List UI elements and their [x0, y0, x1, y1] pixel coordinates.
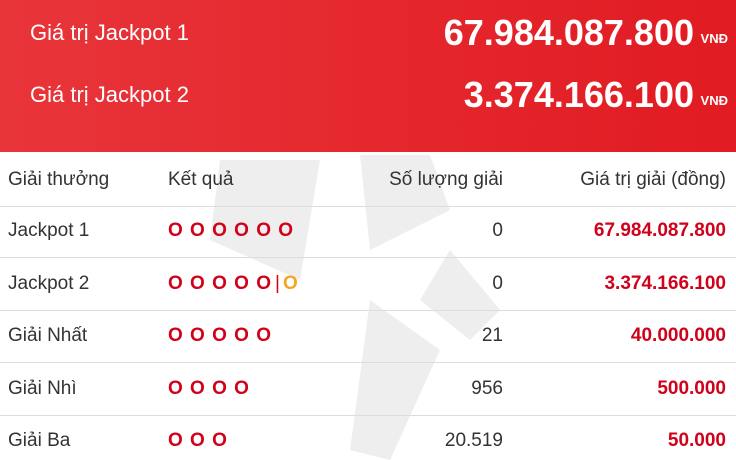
row-divider — [0, 362, 736, 363]
result-balls: O O O O O — [168, 325, 273, 346]
result-balls: O O O O O O — [168, 220, 295, 241]
prize-count: 956 — [471, 377, 503, 399]
prize-count: 0 — [492, 220, 503, 241]
column-header: Giá trị giải (đồng) — [580, 169, 726, 190]
prize-name: Giải Ba — [8, 430, 71, 451]
jackpot-unit: VNĐ — [700, 31, 728, 46]
jackpot-banner — [0, 0, 736, 152]
prize-value: 40.000.000 — [630, 325, 726, 346]
prize-name: Jackpot 2 — [8, 272, 90, 294]
prize-name: Jackpot 1 — [8, 220, 90, 241]
result: O O O O — [168, 378, 250, 400]
result-separator: | — [275, 272, 280, 294]
prize-count: 21 — [481, 325, 503, 346]
prize-value: 500.000 — [657, 377, 726, 399]
result: O O O O O O — [168, 220, 294, 242]
row-divider — [0, 206, 736, 207]
row-divider — [0, 414, 736, 416]
prize-value: 3.374.166.100 — [604, 272, 726, 294]
jackpot-unit: VNĐ — [700, 93, 728, 108]
prize-value: 67.984.087.800 — [593, 220, 726, 241]
row-divider — [0, 309, 736, 311]
prize-count: 0 — [492, 272, 503, 294]
result: O O O O O | O — [168, 273, 298, 295]
jackpot-value: 67.984.087.800 — [443, 12, 694, 53]
prize-value: 50.000 — [667, 430, 726, 451]
jackpot-value: 3.374.166.100 — [463, 74, 694, 115]
jackpot-label: Giá trị Jackpot 1 — [30, 20, 189, 45]
prize-name: Giải Nhì — [8, 377, 77, 399]
result-balls: O O O O O — [168, 272, 273, 294]
column-header: Số lượng giải — [389, 169, 503, 190]
result-balls: O O O O — [168, 377, 250, 399]
result-balls: O O O — [168, 430, 228, 451]
prize-count: 20.519 — [444, 430, 503, 451]
result-extra: O — [282, 272, 298, 294]
column-header: Kết quả — [168, 169, 234, 190]
watermark-shape — [210, 155, 500, 460]
row-divider — [0, 257, 736, 258]
jackpot-label: Giá trị Jackpot 2 — [30, 82, 189, 107]
prize-name: Giải Nhất — [8, 325, 88, 346]
column-header: Giải thưởng — [8, 169, 110, 190]
result: O O O — [168, 430, 228, 452]
result: O O O O O — [168, 325, 272, 347]
watermark — [210, 155, 500, 460]
